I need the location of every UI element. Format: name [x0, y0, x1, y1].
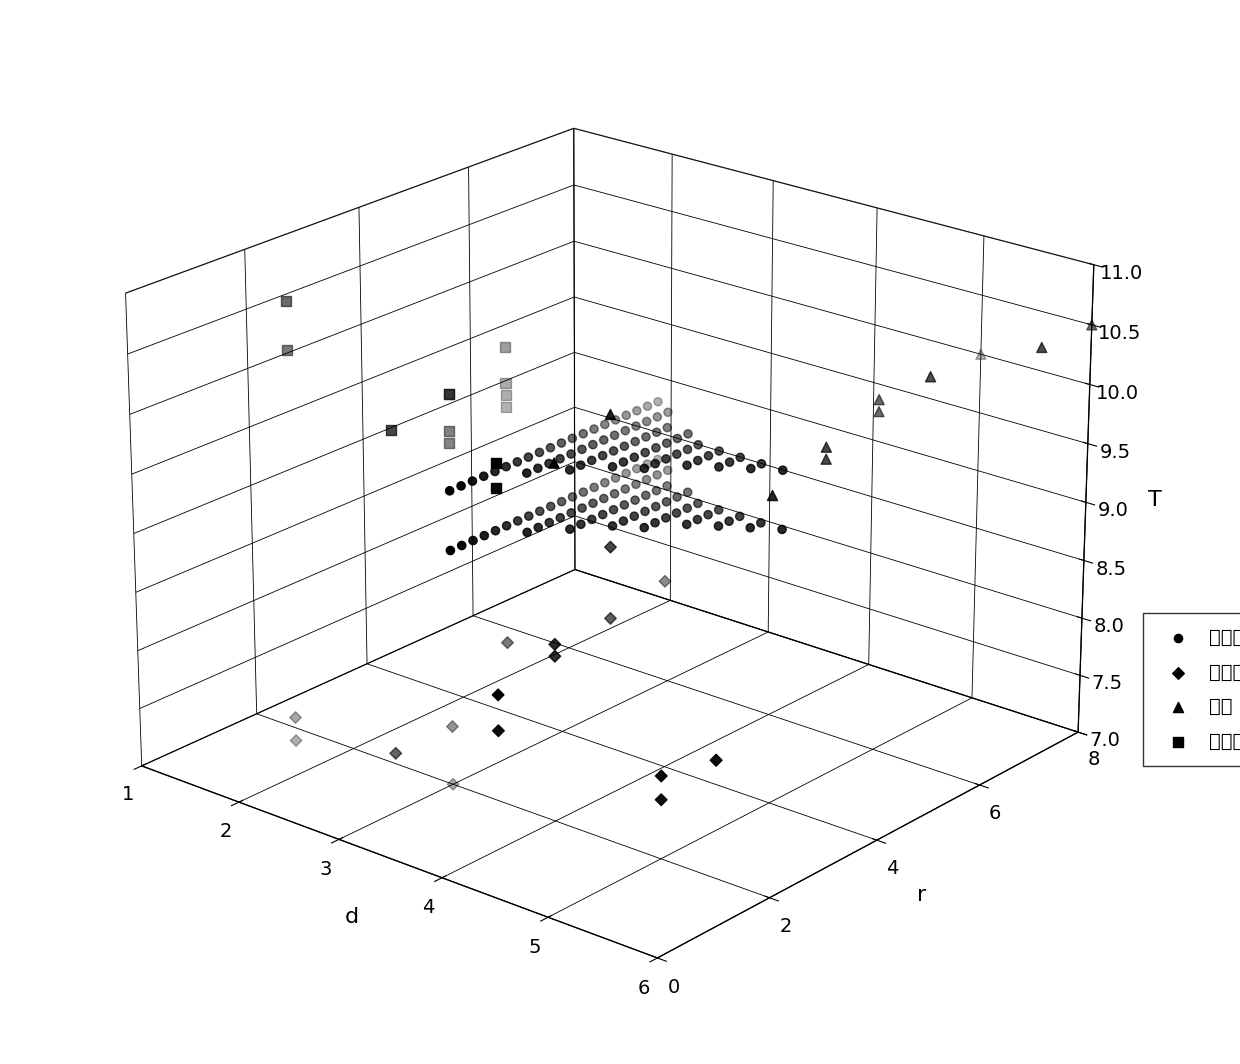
X-axis label: d: d — [345, 908, 358, 927]
Y-axis label: r: r — [918, 885, 926, 905]
Legend: 零星降雨, 断续降雨, 暴雨, 连续降雨: 零星降雨, 断续降雨, 暴雨, 连续降雨 — [1143, 613, 1240, 766]
